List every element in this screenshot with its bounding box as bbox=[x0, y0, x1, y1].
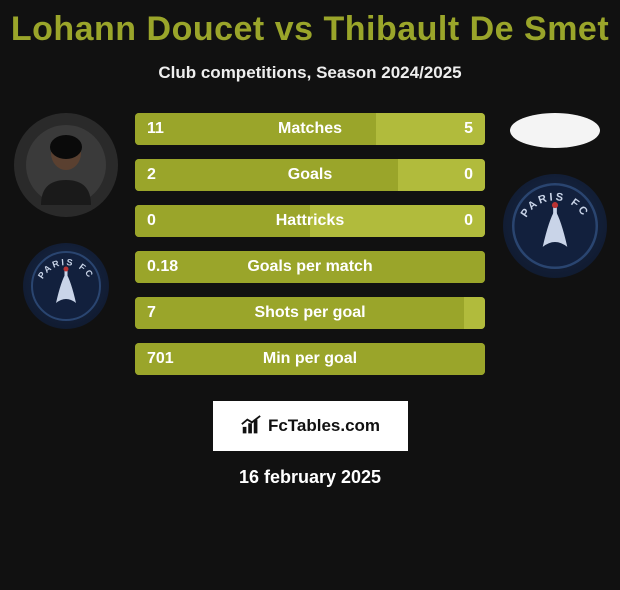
stat-row: 0.18Goals per match bbox=[135, 251, 485, 283]
stat-row: 2Goals0 bbox=[135, 159, 485, 191]
stat-row: 701Min per goal bbox=[135, 343, 485, 375]
page-title: Lohann Doucet vs Thibault De Smet bbox=[0, 10, 620, 49]
footer-date: 16 february 2025 bbox=[0, 467, 620, 488]
brand-name: FcTables.com bbox=[268, 416, 380, 436]
stat-value-right: 0 bbox=[464, 166, 473, 184]
player2-avatar-placeholder bbox=[510, 113, 600, 148]
right-player-column: PARIS FC bbox=[497, 113, 612, 278]
subtitle: Club competitions, Season 2024/2025 bbox=[0, 63, 620, 83]
comparison-content: PARIS FC PARIS FC 11Matches52Goals00H bbox=[0, 113, 620, 383]
paris-fc-logo-icon: PARIS FC bbox=[512, 183, 598, 269]
stat-label: Matches bbox=[135, 120, 485, 138]
paris-fc-logo-icon: PARIS FC bbox=[31, 251, 101, 321]
stat-label: Goals per match bbox=[135, 258, 485, 276]
stat-value-right: 0 bbox=[464, 212, 473, 230]
stat-label: Hattricks bbox=[135, 212, 485, 230]
player2-club-badge: PARIS FC bbox=[503, 174, 607, 278]
stat-row: 0Hattricks0 bbox=[135, 205, 485, 237]
person-silhouette-icon bbox=[26, 125, 106, 205]
brand-footer: FcTables.com bbox=[213, 401, 408, 451]
stat-bars: 11Matches52Goals00Hattricks00.18Goals pe… bbox=[135, 113, 485, 375]
stat-label: Goals bbox=[135, 166, 485, 184]
left-player-column: PARIS FC bbox=[8, 113, 123, 329]
stat-row: 7Shots per goal bbox=[135, 297, 485, 329]
stat-value-right: 5 bbox=[464, 120, 473, 138]
player1-club-badge: PARIS FC bbox=[23, 243, 109, 329]
stat-row: 11Matches5 bbox=[135, 113, 485, 145]
chart-up-icon bbox=[240, 415, 262, 437]
stat-label: Min per goal bbox=[135, 350, 485, 368]
stat-label: Shots per goal bbox=[135, 304, 485, 322]
player1-avatar bbox=[14, 113, 118, 217]
